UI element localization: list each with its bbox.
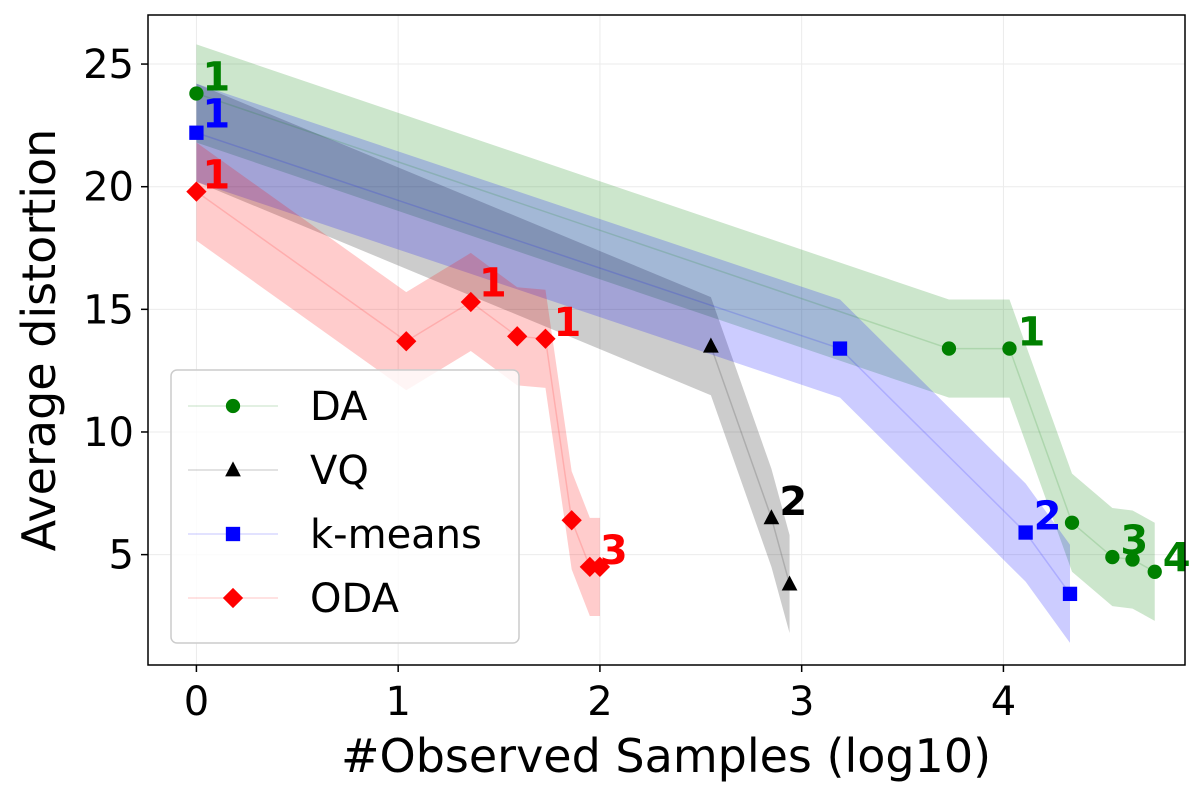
- point-annotation: 2: [779, 479, 807, 525]
- vq-data-point: [703, 337, 719, 353]
- legend-label: VQ: [310, 448, 369, 494]
- k-means-data-point: [189, 125, 204, 140]
- point-annotation: 1: [553, 300, 581, 346]
- vq-confidence-band: [196, 83, 790, 634]
- oda-data-point: [460, 291, 481, 313]
- legend-label: DA: [310, 384, 368, 430]
- da-data-point: [189, 86, 204, 101]
- legend: DA VQ k-means ODA: [170, 369, 520, 644]
- k-means-data-point: [1018, 525, 1033, 540]
- legend-item-k-means: k-means: [188, 512, 482, 558]
- k-means-data-point: [832, 341, 848, 356]
- x-tick-label: 2: [587, 679, 612, 725]
- k-means-confidence-band: [196, 83, 1071, 643]
- da-data-point: [1105, 549, 1120, 565]
- y-tick-label: 5: [109, 533, 134, 579]
- da-data-point: [1147, 564, 1162, 579]
- point-annotation: 1: [479, 261, 507, 307]
- legend-frame: [170, 369, 520, 644]
- plot-frame: [147, 14, 1186, 666]
- da-data-point: [1064, 515, 1080, 530]
- da-data-point: [1002, 341, 1017, 356]
- y-tick-label: 10: [83, 410, 134, 456]
- legend-marker-oda: [222, 587, 244, 609]
- point-annotation: 3: [1120, 518, 1148, 564]
- axis-ticks: 0 1 2 3 4 5 10 15 20 25: [83, 42, 1016, 725]
- da-data-point: [1125, 552, 1140, 567]
- legend-marker-k-means: [225, 526, 241, 542]
- x-axis-label: #Observed Samples (log10): [341, 729, 991, 783]
- legend-label: k-means: [310, 512, 482, 558]
- k-means-series-line: [196, 132, 1071, 595]
- oda-data-point: [535, 328, 556, 349]
- point-annotation: 1: [202, 91, 230, 137]
- point-annotation: 1: [202, 153, 230, 199]
- y-axis-label: Average distortion: [12, 129, 66, 552]
- point-annotation: 2: [1034, 494, 1062, 540]
- oda-data-point: [589, 556, 611, 578]
- legend-item-da: DA: [188, 384, 368, 430]
- da-data-point: [941, 341, 957, 356]
- da-confidence-band: [196, 44, 1155, 621]
- y-tick-label: 15: [83, 287, 134, 333]
- oda-series-line: [195, 190, 600, 568]
- oda-data-point: [507, 326, 528, 347]
- point-annotation: 1: [1017, 310, 1045, 356]
- y-tick-label: 25: [83, 42, 134, 88]
- point-annotation: 3: [600, 528, 628, 574]
- point-annotation: 4: [1163, 535, 1191, 581]
- point-annotation: 1: [202, 55, 230, 101]
- legend-label: ODA: [310, 576, 400, 622]
- x-tick-label: 1: [385, 679, 410, 725]
- oda-data-point: [186, 181, 207, 202]
- x-tick-label: 3: [789, 679, 814, 725]
- data-markers: [186, 86, 1162, 602]
- vq-data-point: [763, 509, 780, 525]
- x-tick-label: 0: [184, 679, 209, 725]
- oda-data-point: [561, 510, 582, 531]
- legend-item-vq: VQ: [188, 448, 369, 494]
- legend-item-oda: ODA: [188, 576, 400, 622]
- y-tick-label: 20: [83, 165, 134, 211]
- x-tick-label: 4: [991, 679, 1016, 725]
- k-means-data-point: [1062, 586, 1078, 602]
- oda-data-point: [396, 331, 417, 352]
- legend-marker-da: [225, 398, 241, 414]
- vq-data-point: [781, 575, 798, 591]
- legend-marker-vq: [225, 461, 241, 477]
